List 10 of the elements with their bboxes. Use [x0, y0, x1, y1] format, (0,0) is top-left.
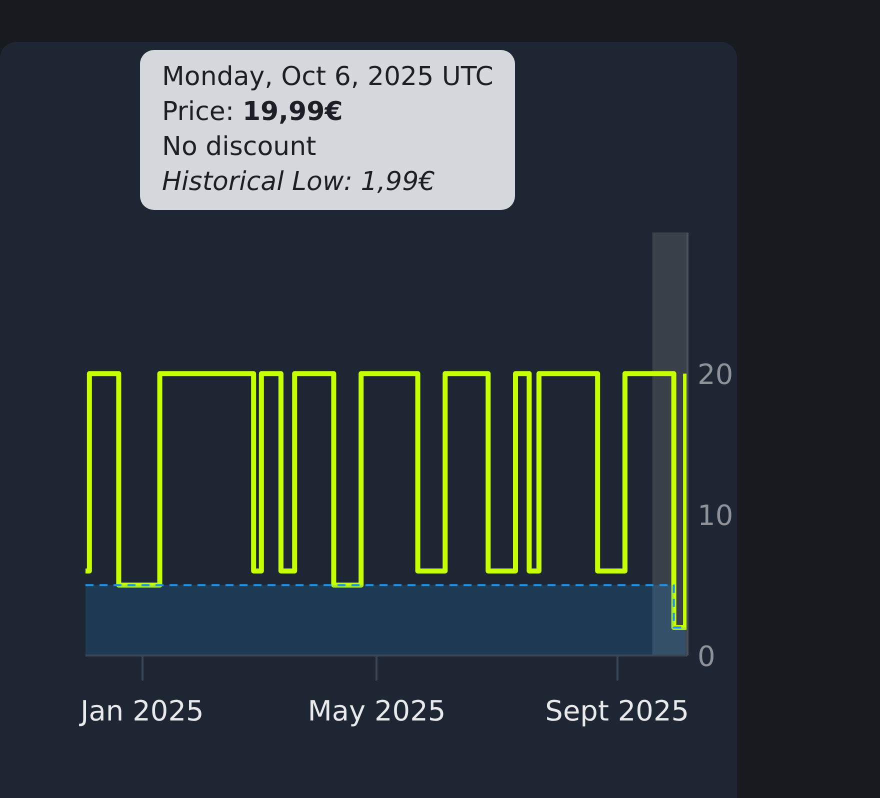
y-tick-label: 0: [698, 640, 716, 673]
text: Price: 19,99€: [162, 97, 343, 127]
y-tick-label: 10: [698, 499, 734, 532]
x-tick-label: Sept 2025: [545, 694, 690, 728]
text: Historical Low: 1,99€: [162, 167, 436, 197]
x-tick-label: Jan 2025: [78, 694, 204, 728]
text: Monday, Oct 6, 2025 UTC: [162, 62, 494, 92]
x-tick-label: May 2025: [308, 694, 446, 728]
y-tick-label: 20: [698, 358, 734, 391]
text: No discount: [162, 132, 316, 162]
